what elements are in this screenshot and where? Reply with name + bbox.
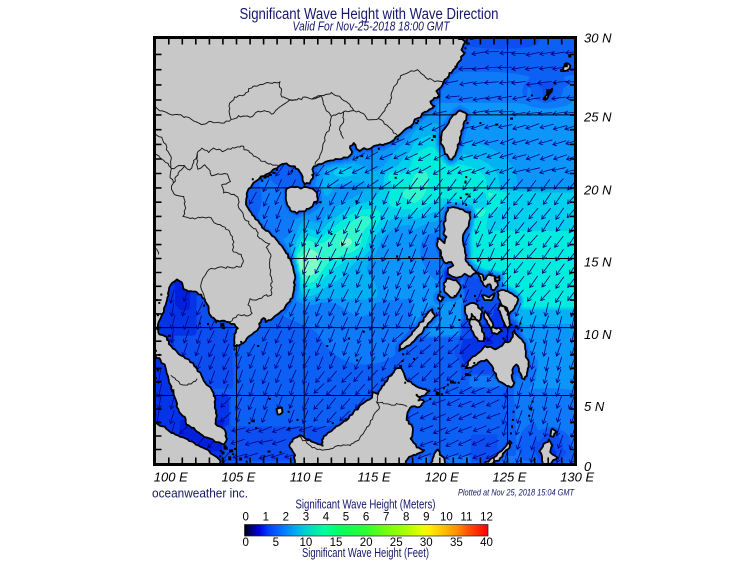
svg-text:125 E: 125 E — [493, 470, 527, 485]
svg-text:10: 10 — [300, 537, 313, 549]
svg-text:15 N: 15 N — [584, 254, 612, 269]
svg-text:0: 0 — [242, 537, 248, 549]
svg-text:25 N: 25 N — [583, 110, 612, 125]
svg-text:Significant Wave Height (Meter: Significant Wave Height (Meters) — [296, 498, 436, 512]
svg-text:4: 4 — [323, 512, 330, 524]
svg-text:12: 12 — [480, 512, 493, 524]
svg-text:130 E: 130 E — [560, 470, 594, 485]
svg-text:35: 35 — [450, 537, 463, 549]
svg-text:30: 30 — [420, 537, 433, 549]
svg-text:oceanweather inc.: oceanweather inc. — [152, 486, 248, 501]
svg-text:3: 3 — [303, 512, 309, 524]
svg-text:6: 6 — [363, 512, 369, 524]
svg-text:5: 5 — [273, 537, 279, 549]
svg-text:15: 15 — [330, 537, 343, 549]
svg-text:Plotted at Nov 25, 2018 15:04: Plotted at Nov 25, 2018 15:04 GMT — [458, 488, 575, 499]
svg-text:120 E: 120 E — [425, 470, 459, 485]
svg-text:10 N: 10 N — [584, 327, 612, 342]
svg-text:110 E: 110 E — [290, 470, 323, 485]
svg-text:Significant Wave Height with W: Significant Wave Height with Wave Direct… — [240, 6, 499, 23]
svg-text:100 E: 100 E — [154, 470, 188, 485]
svg-text:20 N: 20 N — [583, 183, 612, 198]
svg-text:10: 10 — [440, 512, 453, 524]
svg-text:20: 20 — [360, 537, 373, 549]
svg-text:115 E: 115 E — [357, 470, 390, 485]
svg-text:105 E: 105 E — [222, 470, 256, 485]
svg-text:1: 1 — [263, 512, 269, 524]
svg-text:30 N: 30 N — [584, 30, 612, 45]
svg-text:Significant Wave Height (Feet): Significant Wave Height (Feet) — [302, 546, 429, 560]
svg-text:0: 0 — [584, 459, 592, 474]
svg-text:0: 0 — [242, 512, 248, 524]
svg-text:25: 25 — [390, 537, 403, 549]
svg-text:Valid For Nov-25-2018 18:00 GM: Valid For Nov-25-2018 18:00 GMT — [293, 19, 451, 34]
svg-text:2: 2 — [283, 512, 289, 524]
svg-text:8: 8 — [403, 512, 409, 524]
svg-text:7: 7 — [383, 512, 389, 524]
svg-text:5 N: 5 N — [584, 399, 605, 414]
svg-text:11: 11 — [460, 512, 472, 524]
svg-text:5: 5 — [343, 512, 349, 524]
svg-text:40: 40 — [480, 537, 493, 549]
svg-text:9: 9 — [423, 512, 429, 524]
